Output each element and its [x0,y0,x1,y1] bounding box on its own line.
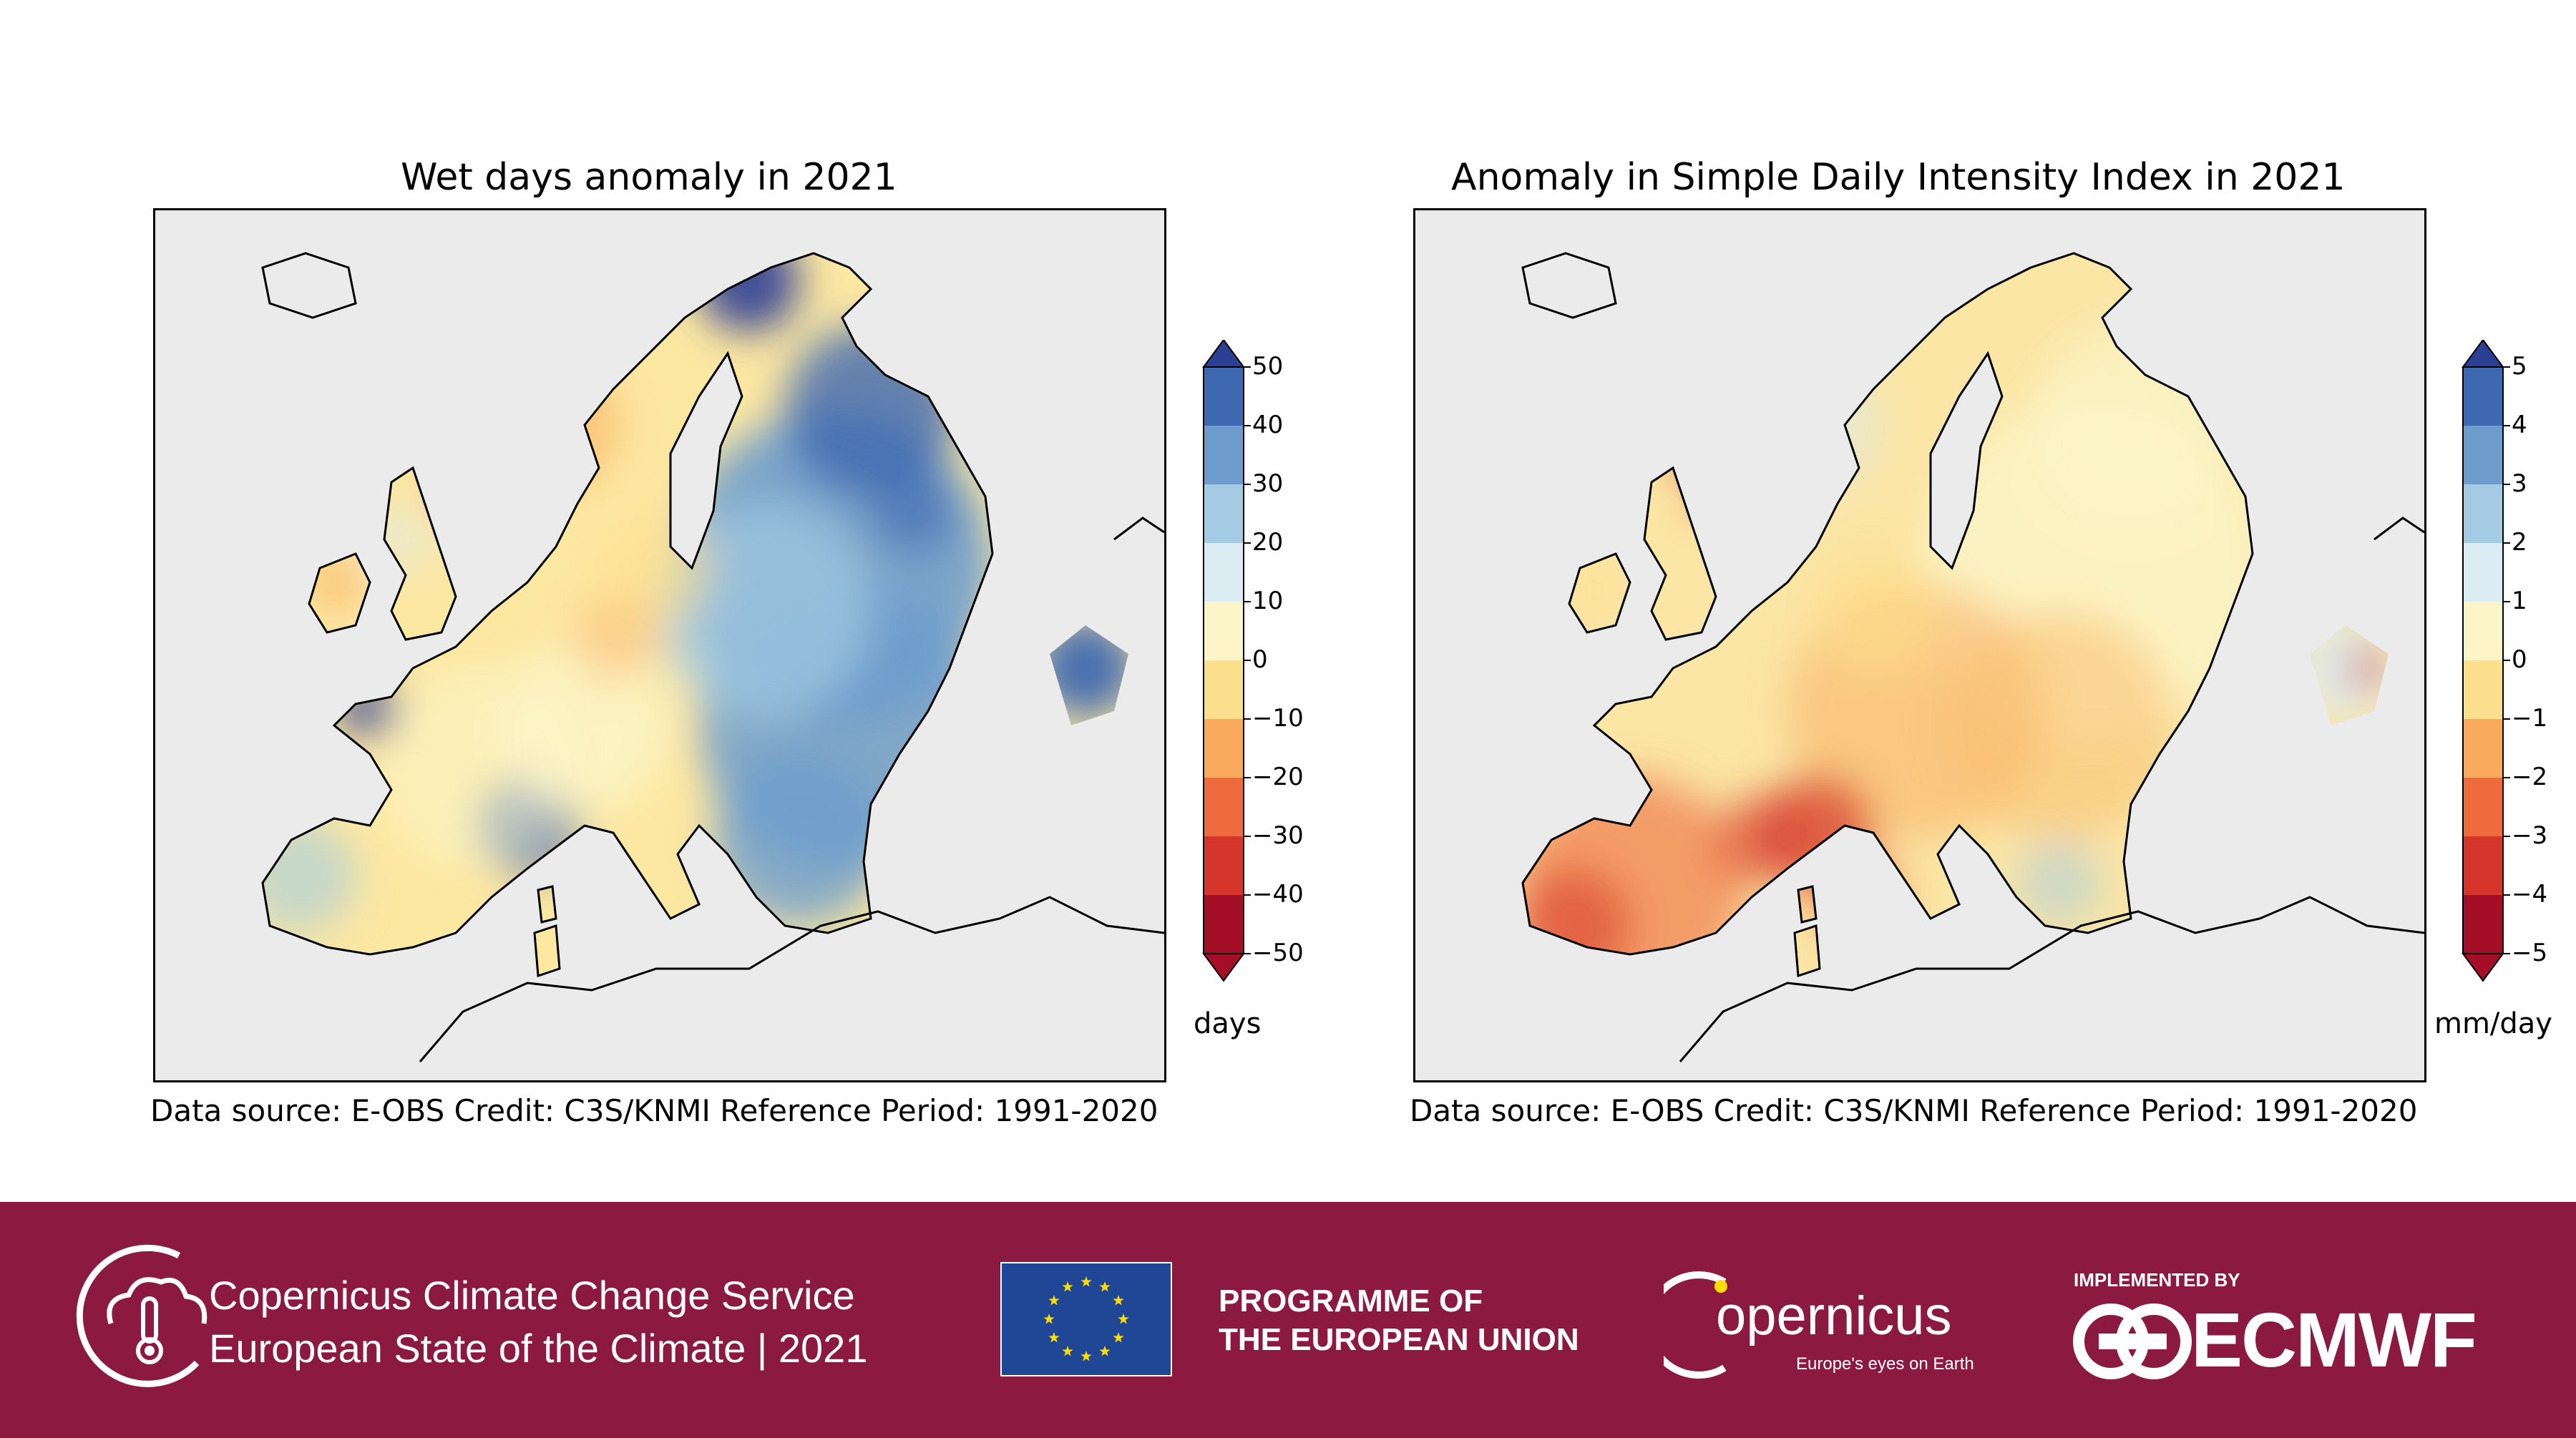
colorbar-tick-label: −50 [1252,939,1304,967]
anomaly-field [263,253,1128,976]
sdii-map-canvas [1521,252,2424,1062]
colorbar-tick-label: 20 [1252,528,1284,557]
colorbar-tick-label: 40 [1252,411,1284,439]
colorbar-tick-label: −30 [1252,821,1304,850]
colorbar-segment [2463,778,2503,836]
coastline [383,466,457,641]
colorbar-segment [2463,426,2503,484]
service-name: Copernicus Climate Change Service [209,1273,855,1318]
baltic-sea [1929,351,2004,570]
colorbar-segment [2463,836,2503,895]
colorbar-segment [1204,602,1244,660]
colorbar-tick-label: 50 [1252,352,1284,381]
coastline [1521,252,2254,956]
colorbar-segment [1204,719,1244,778]
colorbar-segment [1204,543,1244,602]
sdii-colorbar [2462,338,2504,987]
colorbar-segment [1204,367,1244,426]
colorbar-segment [2463,660,2503,719]
colorbar-tick-label: 2 [2512,528,2527,557]
eu-programme-line1: PROGRAMME OF [1219,1283,1483,1319]
coastline [537,885,557,924]
iceland-coastline [261,252,357,319]
report-name: European State of the Climate | 2021 [209,1326,868,1371]
sdii-unit: mm/day [2434,1007,2552,1040]
colorbar-segment [2463,895,2503,954]
coastline [1643,466,1717,641]
colorbar-tick-label: 0 [1252,645,1268,674]
colorbar-tick-label: 10 [1252,587,1284,615]
wet-days-colorbar-scale [1202,338,1245,982]
colorbar-segment [1204,895,1244,954]
colorbar-tick-label: 4 [2512,411,2527,439]
colorbar-tick-label: −20 [1252,763,1304,791]
iceland-coastline [1521,252,1617,319]
colorbar-extend-max [2462,338,2504,368]
eu-programme-line2: THE EUROPEAN UNION [1219,1322,1579,1357]
colorbar-tick-label: 1 [2512,587,2527,615]
wet-days-unit: days [1194,1007,1262,1040]
colorbar-segment [1204,484,1244,543]
copernicus-wordmark: opernicus [1716,1286,1952,1346]
colorbar-tick-label: −5 [2512,939,2548,967]
colorbar-segment [1204,836,1244,895]
colorbar-tick-label: −40 [1252,880,1304,909]
coastline [261,252,994,956]
ecmwf-wordmark: ECMWF [2191,1296,2477,1383]
colorbar-tick-label: −2 [2512,763,2548,791]
coastline [1568,552,1631,634]
colorbar-extend-min [2462,953,2504,982]
wet-days-title: Wet days anomaly in 2021 [401,156,897,199]
colorbar-tick-label: 3 [2512,469,2527,498]
wet-days-credits: Data source: E-OBS Credit: C3S/KNMI Refe… [150,1093,1158,1128]
colorbar-tick-label: −10 [1252,704,1304,733]
colorbar-segment [2463,602,2503,660]
wet-days-colorbar [1202,338,1245,987]
anomaly-field [1523,253,2389,976]
copernicus-tagline: Europe's eyes on Earth [1796,1354,1974,1374]
ecmwf-logo-icon [2073,1304,2192,1379]
coastline [1793,924,1821,978]
coastline [533,924,561,978]
north-africa-coastline [419,896,1164,1062]
colorbar-tick-label: 30 [1252,469,1284,498]
wet-days-map-canvas [261,252,1164,1062]
coastline [308,552,371,634]
wet-days-map [153,208,1166,1082]
colorbar-segment [1204,778,1244,836]
sdii-title: Anomaly in Simple Daily Intensity Index … [1451,156,2346,199]
colorbar-segment [1204,660,1244,719]
colorbar-segment [2463,367,2503,426]
colorbar-tick-label: −3 [2512,821,2548,850]
colorbar-extend-min [1202,953,1245,982]
c3s-cloud-thermometer-icon [76,1244,208,1387]
colorbar-segment [2463,484,2503,543]
footer-banner: Copernicus Climate Change Service Europe… [0,1202,2576,1438]
colorbar-extend-max [1202,338,1245,368]
north-africa-coastline [1679,896,2424,1062]
sdii-colorbar-scale [2462,338,2504,982]
eu-flag-icon [1000,1262,1172,1376]
colorbar-tick-label: −1 [2512,704,2548,733]
copernicus-logo-icon [1664,1271,1727,1379]
sdii-credits: Data source: E-OBS Credit: C3S/KNMI Refe… [1410,1093,2418,1128]
implemented-by-label: IMPLEMENTED BY [2074,1269,2240,1291]
baltic-sea [669,351,743,570]
colorbar-segment [2463,543,2503,602]
colorbar-segment [2463,719,2503,778]
sdii-map [1413,208,2426,1082]
coastline [1797,885,1818,924]
colorbar-tick-label: −4 [2512,880,2548,909]
colorbar-tick-label: 5 [2512,352,2527,381]
colorbar-segment [1204,426,1244,484]
colorbar-tick-label: 0 [2512,645,2527,674]
